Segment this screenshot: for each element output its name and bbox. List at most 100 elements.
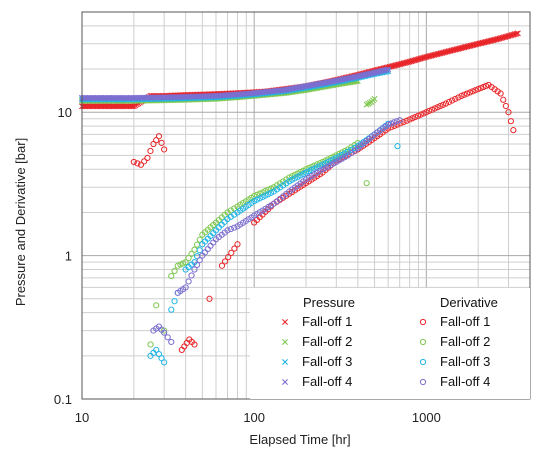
derivative-point: [144, 154, 151, 162]
pressure-point: [383, 66, 390, 73]
derivative-point: [283, 176, 290, 183]
derivative-point: [497, 90, 504, 97]
derivative-point: [469, 88, 476, 95]
derivative-point: [141, 158, 148, 165]
derivative-point: [434, 104, 441, 111]
derivative-point: [193, 261, 201, 268]
derivative-point: [417, 111, 424, 118]
derivative-point: [196, 247, 203, 254]
derivative-point: [426, 107, 433, 115]
legend-marker-derivative: [419, 338, 427, 346]
legend-label-derivative: Fall-off 3: [440, 354, 490, 369]
derivative-point: [161, 146, 168, 153]
derivative-point: [191, 341, 198, 348]
derivative-point: [437, 102, 444, 110]
derivative-point: [455, 94, 462, 101]
derivative-point: [137, 161, 145, 168]
derivative-point: [134, 160, 141, 167]
derivative-point: [147, 147, 154, 155]
derivative-point: [449, 97, 456, 104]
derivative-point: [273, 186, 280, 193]
derivative-point: [385, 121, 392, 128]
derivative-point: [406, 116, 413, 123]
derivative-point: [280, 178, 287, 185]
legend-label-derivative: Fall-off 1: [440, 314, 490, 329]
derivative-point: [351, 144, 358, 152]
derivative-point: [507, 118, 515, 125]
derivative-point: [147, 341, 154, 348]
legend-label-derivative: Fall-off 2: [440, 334, 490, 349]
derivative-point: [440, 101, 447, 108]
legend-marker-pressure: [282, 359, 288, 365]
y-axis-title: Pressure and Derivative [bar]: [13, 138, 28, 306]
legend: Pressure Derivative Fall-off 1 Fall-off 2 Fa…: [250, 288, 530, 399]
derivative-point: [171, 267, 178, 275]
derivative-point: [510, 127, 517, 134]
legend-label-derivative: Fall-off 4: [440, 374, 490, 389]
derivative-point: [276, 184, 284, 191]
derivative-point: [227, 207, 234, 214]
derivative-point: [431, 105, 438, 112]
derivative-point: [158, 139, 165, 146]
derivative-point: [164, 334, 171, 341]
legend-label-pressure: Fall-off 1: [302, 314, 352, 329]
derivative-point: [344, 148, 351, 155]
derivative-point: [270, 188, 277, 195]
legend-marker-derivative: [419, 318, 427, 326]
x-tick-label: 100: [243, 410, 265, 425]
derivative-point: [153, 302, 160, 309]
derivative-point: [231, 205, 238, 212]
derivative-point: [231, 245, 238, 252]
legend-label-pressure: Fall-off 3: [302, 354, 352, 369]
x-tick-label: 1000: [412, 410, 441, 425]
derivative-point: [155, 133, 163, 140]
pressure-point: [513, 30, 520, 37]
derivative-point: [461, 91, 468, 98]
derivative-point: [463, 90, 471, 97]
legend-header-derivative: Derivative: [440, 295, 498, 310]
derivative-point: [182, 284, 189, 291]
y-tick-label: 1: [65, 249, 72, 264]
derivative-point: [130, 158, 137, 166]
x-axis-ticks: 10 100 1000: [75, 410, 441, 425]
derivative-point: [466, 89, 473, 96]
pressure-series-fall-off-4: [79, 66, 392, 101]
derivative-point: [472, 87, 479, 94]
derivative-point: [168, 306, 175, 313]
derivative-point: [276, 180, 284, 187]
derivative-point: [171, 298, 178, 305]
legend-marker-pressure: [282, 379, 288, 385]
derivative-point: [221, 258, 229, 265]
derivative-point: [218, 262, 226, 269]
derivative-point: [428, 106, 436, 113]
derivative-point: [161, 329, 168, 336]
derivative-point: [414, 112, 422, 119]
derivative-point: [231, 224, 238, 231]
derivative-point: [420, 110, 427, 117]
derivative-point: [196, 236, 203, 243]
derivative-point: [500, 96, 507, 103]
legend-box: [250, 288, 530, 399]
derivative-point: [225, 254, 232, 261]
derivative-point: [445, 98, 453, 106]
derivative-point: [423, 109, 430, 116]
derivative-point: [283, 192, 290, 199]
legend-marker-derivative: [419, 378, 427, 386]
derivative-point: [442, 100, 450, 107]
derivative-point: [348, 146, 355, 153]
y-tick-label: 10: [58, 105, 72, 120]
derivative-point: [387, 120, 395, 127]
derivative-point: [188, 272, 195, 279]
derivative-point: [363, 180, 370, 187]
derivative-point: [502, 102, 509, 110]
derivative-point: [188, 250, 195, 257]
derivative-point: [185, 254, 192, 262]
derivative-point: [409, 115, 416, 122]
derivative-point: [390, 119, 398, 126]
x-tick-label: 10: [75, 410, 89, 425]
derivative-point: [396, 117, 403, 124]
derivative-point: [403, 117, 410, 124]
y-axis-ticks: 0.1 1 10: [54, 105, 72, 407]
derivative-point: [228, 249, 235, 256]
